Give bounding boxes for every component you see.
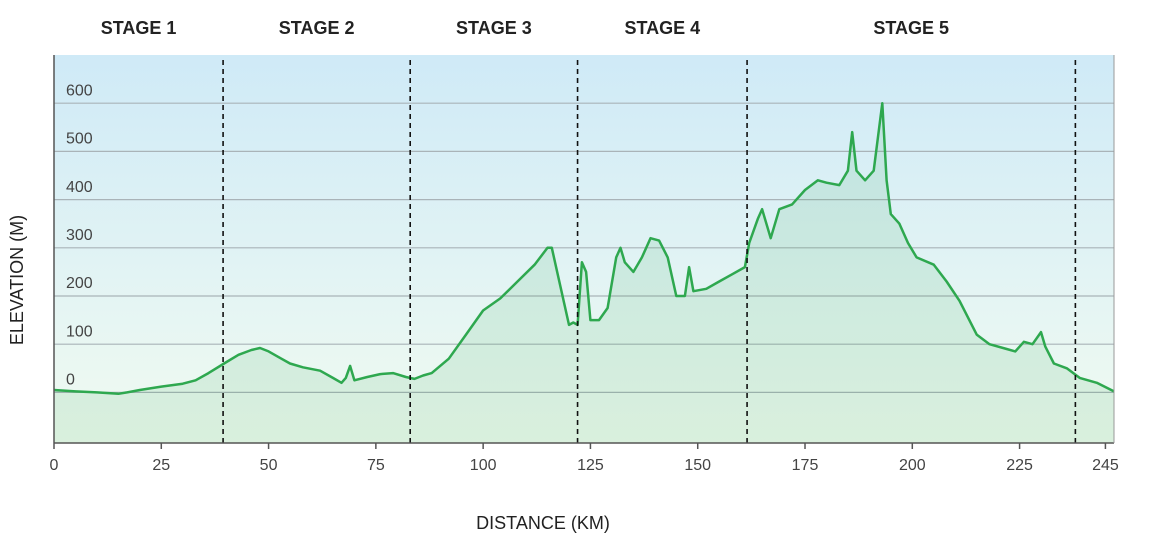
stage-label: STAGE 1 (101, 18, 177, 38)
x-tick-label: 225 (1006, 457, 1033, 474)
stage-label: STAGE 2 (279, 18, 355, 38)
stage-label: STAGE 5 (873, 18, 949, 38)
y-tick-label: 200 (66, 275, 93, 292)
stage-label: STAGE 4 (624, 18, 700, 38)
x-tick-label: 0 (50, 457, 59, 474)
y-tick-label: 0 (66, 372, 75, 389)
y-tick-label: 400 (66, 179, 93, 196)
x-tick-label: 25 (152, 457, 170, 474)
x-tick-label: 175 (792, 457, 819, 474)
x-tick-label: 150 (684, 457, 711, 474)
x-tick-label: 245 (1092, 457, 1119, 474)
area-fill (54, 103, 1114, 443)
x-tick-label: 125 (577, 457, 604, 474)
y-tick-label: 600 (66, 82, 93, 99)
x-tick-label: 75 (367, 457, 385, 474)
y-tick-label: 500 (66, 131, 93, 148)
x-tick-label: 50 (260, 457, 278, 474)
plot-background (54, 55, 1114, 443)
y-tick-label: 100 (66, 323, 93, 340)
x-axis-title: DISTANCE (KM) (476, 513, 610, 533)
stage-label: STAGE 3 (456, 18, 532, 38)
y-tick-label: 300 (66, 227, 93, 244)
y-axis-title: ELEVATION (M) (7, 215, 27, 345)
x-tick-label: 200 (899, 457, 926, 474)
x-tick-label: 100 (470, 457, 497, 474)
area-line (53, 101, 1115, 396)
